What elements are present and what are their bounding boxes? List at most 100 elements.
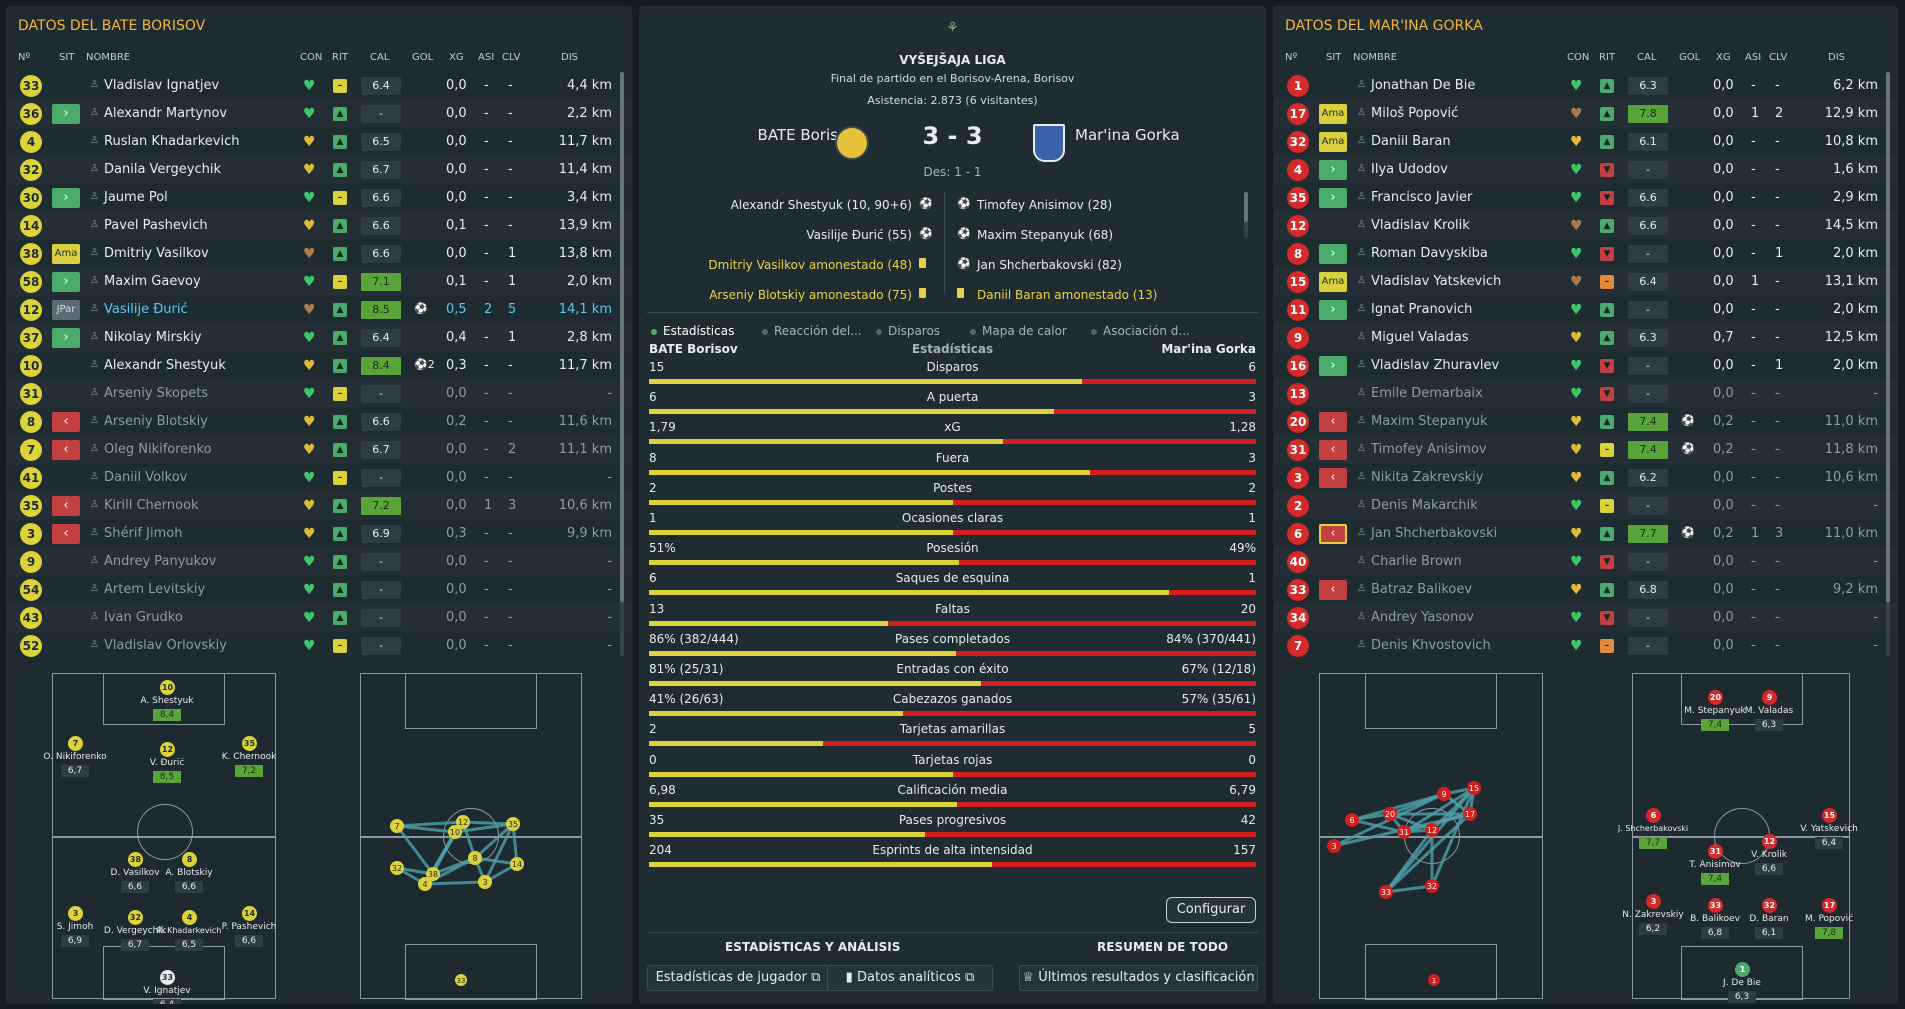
away-table-scrollbar[interactable] bbox=[1886, 72, 1890, 656]
player-stats-button[interactable]: Estadísticas de jugador ⧉ bbox=[647, 965, 829, 991]
player-row[interactable]: 12 ♙ Vladislav Krolik ♥ ▲ 6.6 0,0 - - 14,5 km bbox=[1273, 212, 1898, 240]
player-row[interactable]: 3 ‹ ♙ Shérif Jimoh ♥ ▲ 6.9 0,3 - - 9,9 km bbox=[6, 520, 632, 548]
player-name[interactable]: Jaume Pol bbox=[104, 190, 168, 205]
tab-1[interactable]: Reacción del... bbox=[762, 324, 862, 338]
col-sit[interactable]: SIT bbox=[59, 52, 75, 63]
goal-event[interactable]: Alexandr Shestyuk (10, 90+6) bbox=[730, 198, 912, 212]
player-row[interactable]: 32 Ama ♙ Daniil Baran ♥ ▲ 6.1 0,0 - - 10,8 km bbox=[1273, 128, 1898, 156]
player-row[interactable]: 32 ♙ Danila Vergeychik ♥ ▲ 6.7 0,0 - - 11,4 km bbox=[6, 156, 632, 184]
player-row[interactable]: 43 ♙ Ivan Grudko ♥ ▲ -0,0- - - bbox=[6, 604, 632, 632]
player-name[interactable]: Roman Davyskiba bbox=[1371, 246, 1488, 261]
tab-2[interactable]: Disparos bbox=[876, 324, 940, 338]
formation-player-number[interactable]: 32 bbox=[128, 910, 143, 925]
col-clv[interactable]: CLV bbox=[502, 52, 521, 63]
player-name[interactable]: Miguel Valadas bbox=[1371, 330, 1469, 345]
col-rit[interactable]: RIT bbox=[332, 52, 349, 63]
card-event[interactable]: Arseniy Blotskiy amonestado (75) bbox=[709, 288, 912, 302]
player-row[interactable]: 14 ♙ Pavel Pashevich ♥ ▲ 6.6 0,1 - - 13,9 km bbox=[6, 212, 632, 240]
player-name[interactable]: Vladislav Yatskevich bbox=[1371, 274, 1502, 289]
player-name[interactable]: Pavel Pashevich bbox=[104, 218, 208, 233]
col-dis[interactable]: DIS bbox=[1828, 52, 1845, 63]
col-num[interactable]: Nº bbox=[1285, 52, 1298, 63]
col-xg[interactable]: XG bbox=[449, 52, 464, 63]
player-row[interactable]: 7 ‹ ♙ Oleg Nikiforenko ♥ ▲ 6.7 0,0 - 2 11,1 km bbox=[6, 436, 632, 464]
formation-player-number[interactable]: 17 bbox=[1822, 898, 1837, 913]
player-name[interactable]: Kirill Chernook bbox=[104, 498, 199, 513]
player-name[interactable]: Daniil Baran bbox=[1371, 134, 1451, 149]
player-row[interactable]: 36 › ♙ Alexandr Martynov ♥ ▲ -0,0- -2,2 km bbox=[6, 100, 632, 128]
player-row[interactable]: 35 › ♙ Francisco Javier ♥ ▼ 6.6 0,0 - - 2,9 km bbox=[1273, 184, 1898, 212]
player-name[interactable]: Vladislav Orlovskiy bbox=[104, 638, 227, 653]
formation-player-number[interactable]: 20 bbox=[1708, 690, 1723, 705]
events-scrollbar[interactable] bbox=[1244, 192, 1248, 238]
player-row[interactable]: 37 › ♙ Nikolay Mirskiy ♥ ▲ 6.4 0,4 - 1 2,8 km bbox=[6, 324, 632, 352]
col-gol[interactable]: GOL bbox=[412, 52, 434, 63]
player-name[interactable]: Denis Makarchik bbox=[1371, 498, 1478, 513]
analytics-button[interactable]: ▮ Datos analíticos ⧉ bbox=[827, 965, 993, 991]
player-row[interactable]: 3 ‹ ♙ Nikita Zakrevskiy ♥ ▲ 6.2 0,0 - - 10,6 km bbox=[1273, 464, 1898, 492]
player-row[interactable]: 9 ♙ Andrey Panyukov ♥ ▲ -0,0- - - bbox=[6, 548, 632, 576]
formation-player-number[interactable]: 12 bbox=[1762, 834, 1777, 849]
formation-player-number[interactable]: 33 bbox=[160, 970, 175, 985]
player-row[interactable]: 9 ♙ Miguel Valadas ♥ ▲ 6.3 0,7 - - 12,5 km bbox=[1273, 324, 1898, 352]
player-row[interactable]: 33 ‹ ♙ Batraz Balikoev ♥ ▲ 6.8 0,0 - - 9,2 km bbox=[1273, 576, 1898, 604]
player-name[interactable]: Charlie Brown bbox=[1371, 554, 1462, 569]
formation-player-number[interactable]: 12 bbox=[160, 742, 175, 757]
player-row[interactable]: 15 Ama ♙ Vladislav Yatskevich ♥ –6.4 0,0 1- 13,1… bbox=[1273, 268, 1898, 296]
formation-player-number[interactable]: 10 bbox=[160, 680, 175, 695]
col-name[interactable]: NOMBRE bbox=[1353, 52, 1398, 63]
formation-player-number[interactable]: 31 bbox=[1708, 844, 1723, 859]
player-row[interactable]: 33 ♙ Vladislav Ignatjev ♥ –6.4 0,0 - - 4,4 km bbox=[6, 72, 632, 100]
formation-player-number[interactable]: 14 bbox=[242, 906, 257, 921]
away-crest-icon[interactable] bbox=[1033, 124, 1065, 162]
player-row[interactable]: 7 ♙ Denis Khvostovich ♥ – -0,0- - - bbox=[1273, 632, 1898, 660]
player-row[interactable]: 40 ♙ Charlie Brown ♥ ▼ -0,0- - - bbox=[1273, 548, 1898, 576]
player-row[interactable]: 38 Ama ♙ Dmitriy Vasilkov ♥ ▲ 6.6 0,0 - 1 13,8 km bbox=[6, 240, 632, 268]
player-row[interactable]: 4 › ♙ Ilya Udodov ♥ ▼ -0,0- -1,6 km bbox=[1273, 156, 1898, 184]
player-row[interactable]: 10 ♙ Alexandr Shestyuk ♥ ▲ 8.4 ⚽2 0,3 - - 11,7 km bbox=[6, 352, 632, 380]
away-pass-map[interactable]: 6 20 31 12 9 15 3 17 33 32 1 bbox=[1319, 673, 1543, 1000]
player-row[interactable]: 52 ♙ Vladislav Orlovskiy ♥ – -0,0- - - bbox=[6, 632, 632, 660]
player-name[interactable]: Arseniy Skopets bbox=[104, 386, 209, 401]
player-name[interactable]: Ruslan Khadarkevich bbox=[104, 134, 240, 149]
player-row[interactable]: 16 › ♙ Vladislav Zhuravlev ♥ ▼ -0,0-1 2,0 km bbox=[1273, 352, 1898, 380]
player-row[interactable]: 4 ♙ Ruslan Khadarkevich ♥ ▲ 6.5 0,0 - - 11,7 km bbox=[6, 128, 632, 156]
player-name[interactable]: Alexandr Shestyuk bbox=[104, 358, 226, 373]
player-name[interactable]: Nikita Zakrevskiy bbox=[1371, 470, 1484, 485]
formation-player-number[interactable]: 8 bbox=[182, 852, 197, 867]
player-name[interactable]: Jan Shcherbakovski bbox=[1371, 526, 1498, 541]
col-con[interactable]: CON bbox=[1567, 52, 1590, 63]
player-name[interactable]: Oleg Nikiforenko bbox=[104, 442, 212, 457]
home-team-name[interactable]: BATE Borisov bbox=[757, 126, 856, 144]
goal-event[interactable]: Timofey Anisimov (28) bbox=[977, 198, 1113, 212]
player-name[interactable]: Nikolay Mirskiy bbox=[104, 330, 202, 345]
col-gol[interactable]: GOL bbox=[1679, 52, 1701, 63]
player-row[interactable]: 20 ‹ ♙ Maxim Stepanyuk ♥ ▲ 7.4 ⚽ 0,2 - - 11,0 km bbox=[1273, 408, 1898, 436]
player-row[interactable]: 11 › ♙ Ignat Pranovich ♥ ▲ -0,0- -2,0 km bbox=[1273, 296, 1898, 324]
formation-player-number[interactable]: 33 bbox=[1708, 898, 1723, 913]
player-name[interactable]: Jonathan De Bie bbox=[1371, 78, 1476, 93]
player-name[interactable]: Francisco Javier bbox=[1371, 190, 1473, 205]
player-name[interactable]: Danila Vergeychik bbox=[104, 162, 222, 177]
player-name[interactable]: Daniil Volkov bbox=[104, 470, 188, 485]
player-name[interactable]: Batraz Balikoev bbox=[1371, 582, 1473, 597]
formation-player-number[interactable]: 3 bbox=[68, 906, 83, 921]
formation-player-number[interactable]: 9 bbox=[1762, 690, 1777, 705]
formation-player-number[interactable]: 1 bbox=[1735, 962, 1750, 977]
away-team-name[interactable]: Mar'ina Gorka bbox=[1075, 126, 1180, 144]
goal-event[interactable]: Vasilije Đurić (55) bbox=[806, 228, 912, 242]
player-name[interactable]: Timofey Anisimov bbox=[1371, 442, 1487, 457]
goal-event[interactable]: Maxim Stepanyuk (68) bbox=[977, 228, 1114, 242]
player-row[interactable]: 8 ‹ ♙ Arseniy Blotskiy ♥ ▲ 6.6 0,2 - - 11,6 km bbox=[6, 408, 632, 436]
tab-0[interactable]: Estadísticas bbox=[651, 324, 734, 338]
player-row[interactable]: 31 ♙ Arseniy Skopets ♥ – -0,0- - - bbox=[6, 380, 632, 408]
goal-event[interactable]: Jan Shcherbakovski (82) bbox=[977, 258, 1122, 272]
player-row[interactable]: 8 › ♙ Roman Davyskiba ♥ ▼ -0,0-1 2,0 km bbox=[1273, 240, 1898, 268]
player-name[interactable]: Alexandr Martynov bbox=[104, 106, 228, 121]
player-name[interactable]: Maxim Gaevoy bbox=[104, 274, 201, 289]
player-row[interactable]: 1 ♙ Jonathan De Bie ♥ ▲ 6.3 0,0 - - 6,2 km bbox=[1273, 72, 1898, 100]
formation-player-number[interactable]: 3 bbox=[1646, 894, 1661, 909]
player-name[interactable]: Artem Levitskiy bbox=[104, 582, 206, 597]
player-name[interactable]: Emile Demarbaix bbox=[1371, 386, 1483, 401]
player-row[interactable]: 58 › ♙ Maxim Gaevoy ♥ –7.1 0,1 - 1 2,0 km bbox=[6, 268, 632, 296]
